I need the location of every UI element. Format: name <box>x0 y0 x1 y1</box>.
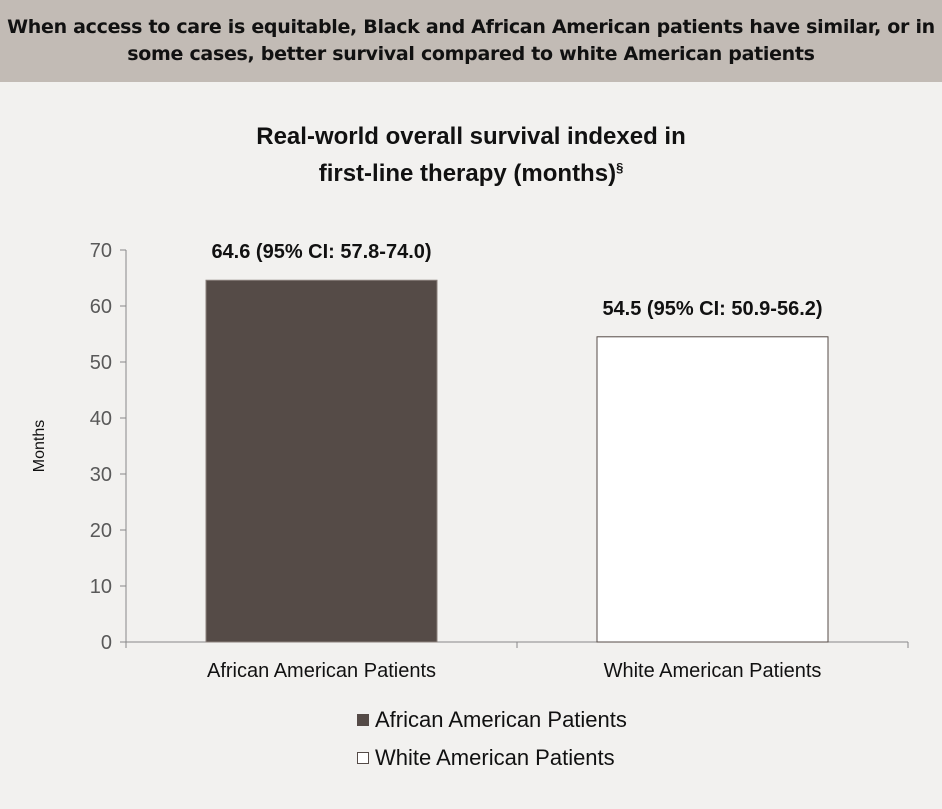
bar-african-american <box>205 279 438 643</box>
chart-title: Real-world overall survival indexed in f… <box>0 121 942 189</box>
headline-text: When access to care is equitable, Black … <box>7 16 935 65</box>
chart-title-line1: Real-world overall survival indexed in <box>256 123 686 150</box>
legend-label: African American Patients <box>375 707 627 732</box>
x-tick-label: White American Patients <box>604 660 822 682</box>
title-footnote-mark: § <box>616 160 624 175</box>
legend-item-african-american: African American Patients <box>357 707 627 733</box>
legend-swatch <box>357 752 369 764</box>
legend-label: White American Patients <box>375 745 615 770</box>
legend-swatch <box>357 714 369 726</box>
y-tick-label: 60 <box>90 296 112 318</box>
y-tick-label: 20 <box>90 520 112 542</box>
chart-title-line2-text: first-line therapy (months) <box>318 160 617 187</box>
y-tick-label: 10 <box>90 576 112 598</box>
data-label: 54.5 (95% CI: 50.9-56.2) <box>602 298 822 320</box>
y-tick-label: 30 <box>90 464 112 486</box>
y-tick-label: 40 <box>90 408 112 430</box>
y-tick-label: 70 <box>90 240 112 262</box>
legend-item-white-american: White American Patients <box>357 745 615 771</box>
data-label: 64.6 (95% CI: 57.8-74.0) <box>211 241 431 263</box>
chart-title-line2: first-line therapy (months)§ <box>0 152 942 189</box>
headline-banner: When access to care is equitable, Black … <box>0 0 942 82</box>
y-tick-label: 0 <box>101 632 112 654</box>
y-axis-label: Months <box>31 420 48 472</box>
bar-white-american <box>596 336 829 643</box>
x-tick-label: African American Patients <box>207 660 436 682</box>
y-tick-label: 50 <box>90 352 112 374</box>
